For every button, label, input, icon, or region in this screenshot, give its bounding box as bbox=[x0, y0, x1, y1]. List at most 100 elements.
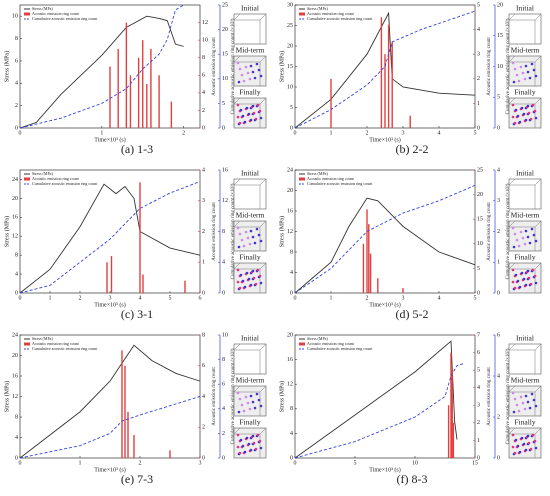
x-tick-label: 4 bbox=[438, 295, 441, 301]
y3-tick-label: 2 bbox=[497, 229, 500, 235]
y2-tick-label: 20 bbox=[477, 192, 483, 198]
inset-dot bbox=[516, 444, 520, 448]
inset-dot bbox=[236, 61, 240, 65]
y2-tick-label: 15 bbox=[477, 217, 483, 223]
stress-line bbox=[294, 11, 476, 129]
caption: (b) 2-2 bbox=[396, 142, 429, 156]
inset-dot bbox=[249, 394, 253, 398]
x-tick-label: 5 bbox=[474, 295, 477, 301]
x-tick-label: 2 bbox=[182, 130, 185, 136]
y2-tick-label: 3 bbox=[202, 198, 205, 204]
ae-bar bbox=[402, 288, 404, 293]
legend-label: Cumulative acoustic emission ring count bbox=[32, 346, 98, 351]
ae-bar bbox=[129, 75, 132, 128]
y-axis-label: Stress (MPa) bbox=[278, 381, 285, 412]
inset-dot bbox=[252, 441, 256, 445]
y3-tick-label: 3 bbox=[497, 198, 500, 204]
x-tick-label: 3 bbox=[402, 130, 405, 136]
inset-dot bbox=[256, 268, 260, 272]
inset-dot bbox=[528, 76, 532, 80]
y3-tick-label: 0 bbox=[497, 290, 500, 296]
y-tick-label: 0 bbox=[290, 455, 293, 461]
inset-dot bbox=[513, 232, 517, 236]
y3-axis-label: Cumulative acoustic emission ring count … bbox=[230, 183, 236, 279]
x-tick-label: 2 bbox=[366, 130, 369, 136]
inset-dot bbox=[511, 115, 515, 119]
inset-dot bbox=[258, 109, 262, 113]
y3-tick-label: 0 bbox=[497, 125, 500, 131]
y3-tick-label: 25 bbox=[222, 2, 228, 8]
y-tick-label: 20 bbox=[12, 196, 18, 202]
inset-dot bbox=[526, 104, 530, 108]
cumulative-line bbox=[19, 181, 201, 294]
inset-dot bbox=[238, 397, 242, 401]
inset-dot bbox=[243, 120, 247, 124]
inset-dot bbox=[246, 236, 250, 240]
inset-dot bbox=[247, 112, 251, 116]
cumulative-line bbox=[294, 184, 476, 294]
y3-tick-label: 12 bbox=[222, 198, 228, 204]
y3-tick-label: 10 bbox=[222, 76, 228, 82]
cube-edges bbox=[508, 13, 542, 44]
legend-swatch bbox=[299, 342, 305, 346]
y2-tick-label: 4 bbox=[202, 394, 205, 400]
inset-dot bbox=[529, 282, 533, 286]
inset-dot bbox=[534, 239, 538, 243]
inset-dot bbox=[238, 451, 242, 455]
inset-dot bbox=[534, 116, 538, 120]
inset-dot bbox=[236, 433, 240, 437]
inset-dot bbox=[511, 445, 515, 449]
inset-label: Initial bbox=[516, 169, 534, 178]
y3-tick-label: 4 bbox=[222, 406, 225, 412]
legend-label: Acoustic emission ring count bbox=[307, 176, 355, 181]
caption: (e) 7-3 bbox=[121, 472, 153, 486]
y-tick-label: 16 bbox=[12, 373, 18, 379]
y2-tick-label: 4 bbox=[477, 27, 480, 33]
inset-dot bbox=[244, 65, 248, 69]
x-tick-label: 1 bbox=[100, 130, 103, 136]
inset-dot bbox=[524, 64, 528, 68]
inset-dot bbox=[258, 439, 262, 443]
inset-dot bbox=[526, 434, 530, 438]
y-tick-label: 16 bbox=[12, 215, 18, 221]
x-tick-label: 0 bbox=[19, 460, 22, 466]
y-tick-label: 12 bbox=[12, 234, 18, 240]
y-axis-label: Stress (MPa) bbox=[278, 216, 285, 247]
inset-dot bbox=[251, 70, 255, 74]
cube-edges bbox=[508, 220, 542, 251]
inset-dot bbox=[534, 281, 538, 285]
ae-bar bbox=[106, 262, 108, 293]
inset-dot bbox=[516, 279, 520, 283]
x-tick-label: 0 bbox=[294, 460, 297, 466]
inset-dot bbox=[236, 115, 240, 119]
caption: (c) 3-1 bbox=[121, 307, 153, 321]
y2-tick-label: 3 bbox=[477, 403, 480, 409]
inset-dot bbox=[527, 111, 531, 115]
cube-edges bbox=[233, 97, 267, 128]
inset-dot bbox=[517, 244, 521, 248]
inset-dot bbox=[249, 229, 253, 233]
inset-dot bbox=[236, 445, 240, 449]
y-tick-label: 20 bbox=[287, 332, 293, 338]
inset-dot bbox=[248, 242, 252, 246]
legend-label: Stress (MPa) bbox=[307, 336, 328, 341]
x-tick-label: 1 bbox=[79, 460, 82, 466]
legend-swatch bbox=[24, 342, 30, 346]
y3-tick-label: 0 bbox=[222, 290, 225, 296]
x-tick-label: 5 bbox=[474, 130, 477, 136]
inset-dot bbox=[258, 274, 262, 278]
ae-bar bbox=[142, 40, 144, 129]
y3-tick-label: 10 bbox=[222, 332, 228, 338]
inset-dot bbox=[531, 103, 535, 107]
y3-tick-label: 4 bbox=[497, 373, 500, 379]
y-tick-label: 0 bbox=[290, 290, 293, 296]
y-tick-label: 15 bbox=[287, 64, 293, 70]
inset-dot bbox=[257, 68, 261, 72]
inset-dot bbox=[533, 109, 537, 113]
cube-edges bbox=[508, 427, 542, 458]
x-tick-label: 1 bbox=[49, 295, 52, 301]
inset-dot bbox=[254, 282, 258, 286]
stress-line bbox=[19, 183, 201, 294]
inset-dot bbox=[511, 433, 515, 437]
inset-dot bbox=[243, 450, 247, 454]
